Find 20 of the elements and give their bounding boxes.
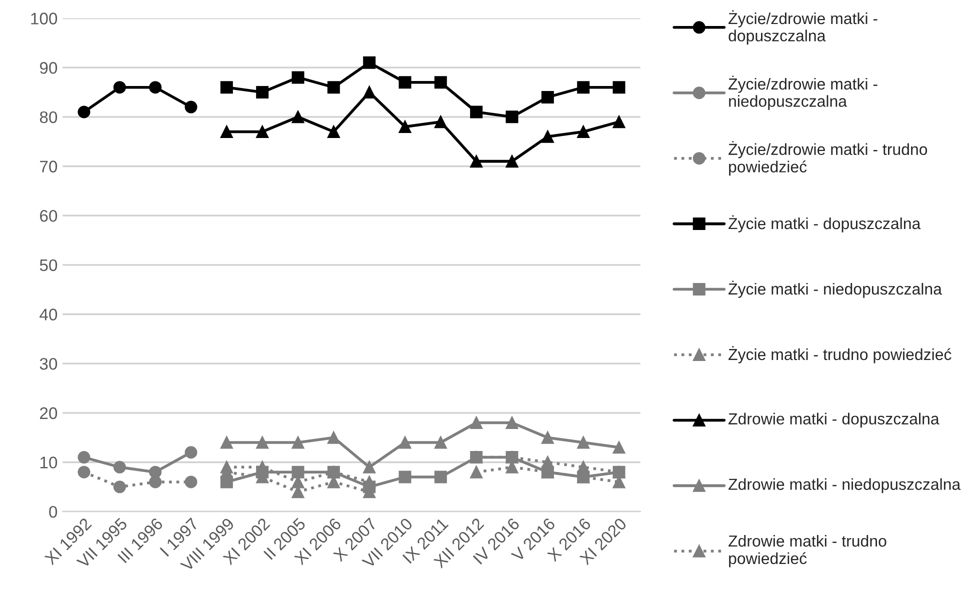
y-tick-label: 30 <box>40 358 58 370</box>
legend-label: Życie matki - dopuszczalna <box>728 215 921 232</box>
y-tick-label: 70 <box>40 160 58 172</box>
legend-label: Życie matki - niedopuszczalna <box>728 280 942 298</box>
legend-label: Życie/zdrowie matki - dopuszczalna <box>728 10 878 45</box>
legend-label: Życie/zdrowie matki - trudno powiedzieć <box>728 141 928 176</box>
legend-label: Zdrowie matki - dopuszczalna <box>728 412 940 428</box>
legend-label: Życie/zdrowie matki - niedopuszczalna <box>728 76 878 110</box>
y-tick-label: 10 <box>40 456 58 468</box>
y-tick-label: 20 <box>40 407 58 420</box>
y-tick-label: 100 <box>31 12 58 24</box>
y-tick-label: 60 <box>40 210 58 222</box>
legend-label: Życie matki - trudno powiedzieć <box>728 346 952 364</box>
legend-label: Zdrowie matki - trudno powiedzieć <box>728 534 886 568</box>
y-tick-label: 80 <box>40 111 58 124</box>
y-tick-label: 50 <box>40 259 58 272</box>
legend-label: Zdrowie matki - niedopuszczalna <box>728 478 961 494</box>
y-tick-label: 90 <box>40 62 58 74</box>
y-tick-label: 40 <box>40 308 58 320</box>
y-tick-label: 0 <box>49 506 58 518</box>
